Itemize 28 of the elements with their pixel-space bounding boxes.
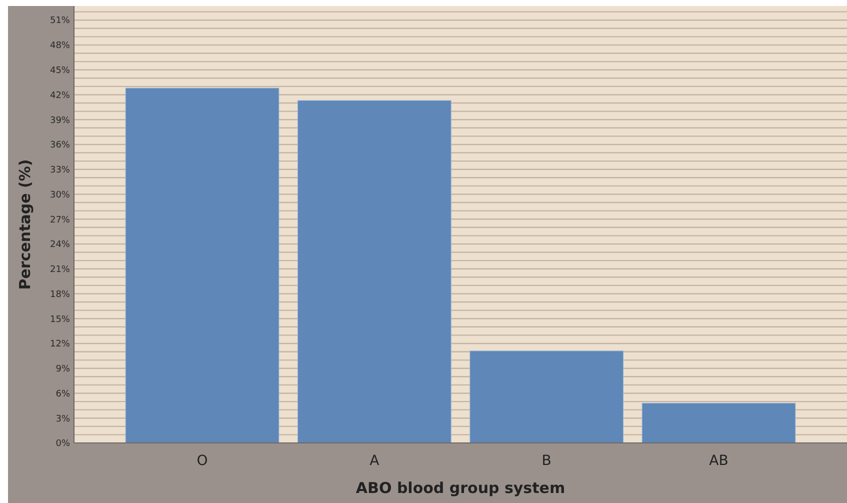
x-tick-label: AB: [709, 453, 728, 469]
bar: [298, 100, 452, 444]
y-tick-label: 3%: [56, 414, 70, 424]
bar: [470, 350, 624, 444]
x-tick-label: O: [196, 453, 208, 469]
y-tick-label: 30%: [50, 190, 70, 200]
y-axis-title: Percentage (%): [16, 159, 34, 290]
y-tick-label: 18%: [50, 290, 70, 300]
x-axis-title: ABO blood group system: [356, 479, 566, 497]
x-tick-label: B: [542, 453, 552, 469]
y-tick-label: 12%: [50, 340, 70, 350]
y-tick-label: 45%: [50, 66, 70, 76]
bar: [125, 88, 280, 444]
y-tick-label: 21%: [50, 265, 70, 276]
y-tick-label: 36%: [50, 140, 70, 151]
y-tick-label: 42%: [50, 90, 70, 101]
x-tick-label: A: [370, 453, 380, 469]
bar: [642, 402, 796, 444]
y-tick-label: 15%: [50, 314, 70, 325]
y-tick-label: 27%: [50, 215, 70, 226]
y-tick-label: 0%: [56, 439, 70, 450]
y-tick-label: 51%: [50, 16, 70, 26]
y-tick-label: 48%: [50, 41, 70, 52]
y-tick-label: 9%: [56, 364, 70, 375]
y-tick-label: 6%: [56, 389, 70, 400]
y-tick-label: 24%: [50, 240, 70, 250]
y-tick-label: 33%: [50, 166, 70, 176]
y-tick-label: 39%: [50, 116, 70, 126]
